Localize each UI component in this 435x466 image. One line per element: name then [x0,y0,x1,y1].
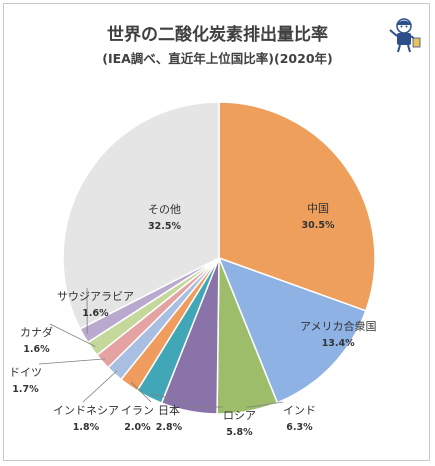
slice-percent-label: 1.6% [82,308,109,319]
leader-line [150,393,189,403]
leader-line [49,323,96,347]
leader-line [38,358,106,365]
slice-name-label: その他 [148,203,181,216]
slice-name-label: イラン [121,404,154,417]
slice-name-label: インド [283,404,316,417]
chart-title: 世界の二酸化炭素排出量比率 [107,25,328,45]
slice-name-label: サウジアラビア [57,290,134,303]
slice-name-label: 日本 [158,403,180,417]
slice-percent-label: 30.5% [302,220,335,231]
slice-name-label: アメリカ合衆国 [300,319,376,333]
slice-percent-label: 6.3% [286,422,313,433]
pie-slice [217,256,367,404]
mascot-logo-icon [389,18,421,53]
pie-slice [62,101,220,330]
pie-slice [218,101,376,312]
leader-line [82,370,118,403]
slice-name-label: ロシア [223,409,256,422]
slice-percent-label: 2.8% [156,422,183,433]
slice-percent-label: 5.8% [226,427,253,438]
slice-percent-label: 32.5% [148,221,181,232]
slice-percent-label: 1.7% [12,384,39,395]
slice-name-label: ドイツ [9,366,42,379]
slice-percent-label: 1.6% [23,344,50,355]
slice-name-label: カナダ [20,325,53,339]
slice-name-label: 中国 [307,202,329,215]
slice-name-label: インドネシア [53,404,119,417]
slice-percent-label: 1.8% [73,422,100,433]
slice-percent-label: 2.0% [124,422,151,433]
leader-line [246,401,284,408]
chart-subtitle: (IEA調べ、直近年上位国比率)(2020年) [102,51,333,66]
leader-line [130,381,152,403]
slice-percent-label: 13.4% [322,338,355,349]
